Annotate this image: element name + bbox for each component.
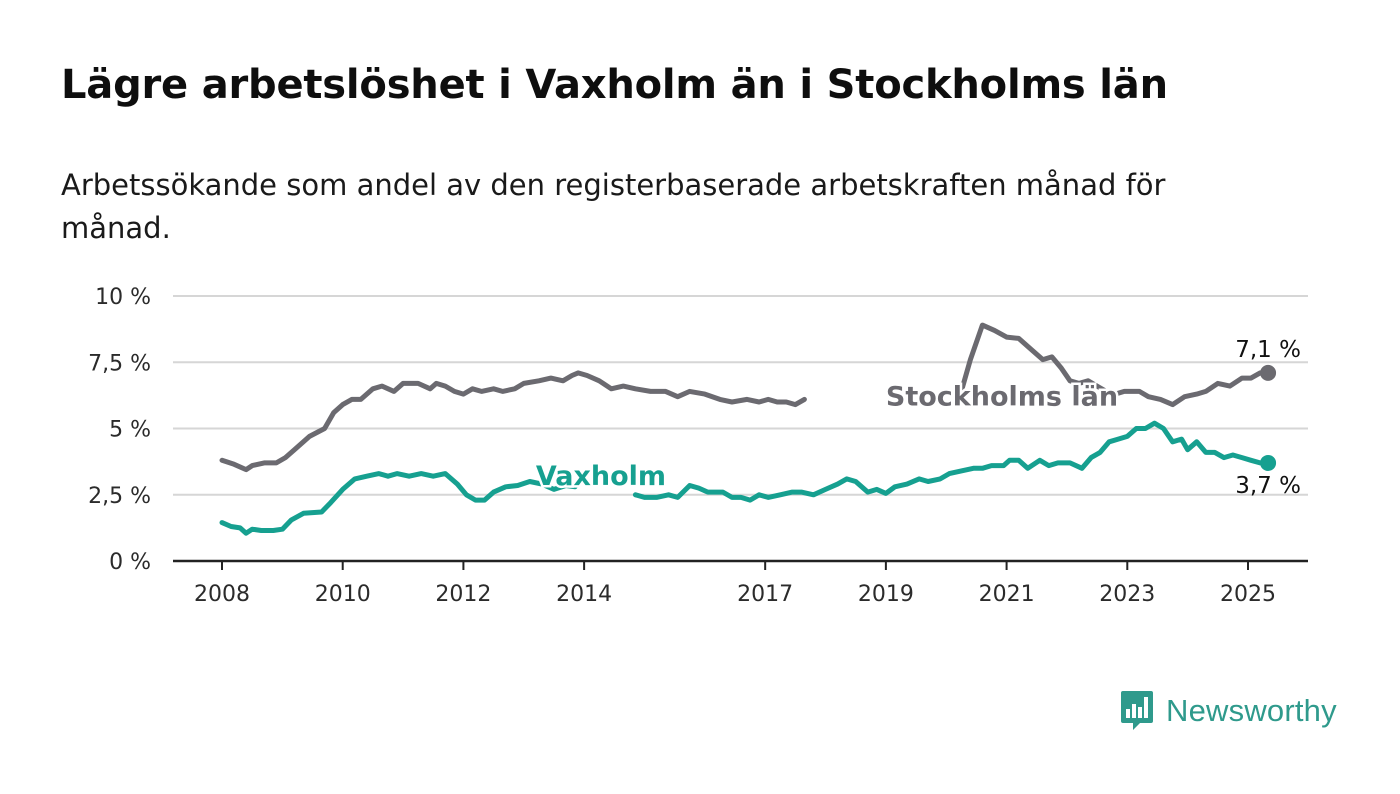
end-value-label: 3,7 % — [1235, 473, 1301, 499]
series-name-label: Vaxholm — [536, 461, 666, 492]
x-tick-label: 2023 — [1099, 582, 1155, 607]
y-tick-label: 5 % — [109, 418, 151, 443]
series-line-vaxholm — [219, 471, 578, 536]
end-value-label: 7,1 % — [1235, 337, 1301, 363]
end-point-marker — [1260, 454, 1277, 471]
y-tick-label: 0 % — [109, 550, 151, 575]
x-tick-label: 2008 — [194, 582, 250, 607]
end-point-marker — [1260, 364, 1277, 381]
series-line-stockholms-län — [219, 370, 807, 473]
series-name-label: Stockholms län — [886, 382, 1118, 413]
x-tick-label: 2017 — [737, 582, 793, 607]
brand-name: Newsworthy — [1166, 693, 1337, 728]
x-tick-label: 2025 — [1220, 582, 1276, 607]
series-line-stockholms-län — [958, 322, 1263, 408]
y-tick-label: 2,5 % — [88, 484, 151, 509]
grid-lines — [173, 295, 1308, 496]
series-lines — [219, 322, 1277, 536]
series-line-vaxholm — [632, 420, 1263, 503]
x-tick-label: 2021 — [979, 582, 1035, 607]
newsworthy-logo-icon — [1121, 691, 1153, 730]
axes: 0 % 2,5 % 5 % 7,5 % 10 % 2008 2010 2012 2014 2017… — [88, 285, 1308, 607]
y-tick-label: 10 % — [95, 285, 151, 310]
x-tick-label: 2014 — [556, 582, 612, 607]
chart-subtitle: Arbetssökande som andel av den registerb… — [61, 168, 1166, 245]
newsworthy-brand: Newsworthy — [1118, 688, 1337, 734]
x-tick-label: 2012 — [435, 582, 491, 607]
chart-title: Lägre arbetslöshet i Vaxholm än i Stockh… — [61, 62, 1168, 108]
labels: 7,1 % 3,7 % Stockholms län Vaxholm — [533, 337, 1301, 499]
x-tick-label: 2010 — [315, 582, 371, 607]
y-tick-label: 7,5 % — [88, 351, 151, 376]
x-tick-label: 2019 — [858, 582, 914, 607]
